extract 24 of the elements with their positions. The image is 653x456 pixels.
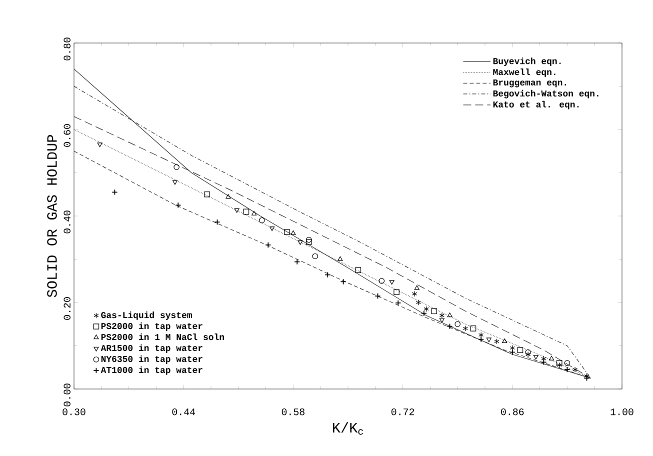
y-axis-title: SOLID OR GAS HOLDUP: [47, 135, 57, 298]
legend-label: AR1500 in tap water: [100, 344, 202, 353]
legend-label: AT1000 in tap water: [100, 366, 202, 375]
legend-label: Bruggeman eqn.: [493, 80, 566, 88]
legend-label: Gas-Liquid system: [101, 312, 192, 320]
x-tick-label: 0.72: [391, 408, 414, 416]
y-tick-label: 0.80: [64, 38, 70, 60]
legend-label: Buyevich eqn.: [493, 58, 561, 66]
y-tick-label: 0.40: [64, 210, 70, 234]
y-tick-label: 0.60: [64, 124, 70, 147]
x-tick-label: 0.86: [501, 408, 524, 416]
x-axis-title: K/K$_{c}$: [332, 422, 363, 435]
legend-label: PS2000 in tap water: [101, 322, 202, 331]
x-tick-label: 0.44: [172, 408, 196, 416]
x-tick-label: 0.58: [282, 408, 305, 416]
legend-label: PS2000 in 1 M NaCl soln: [101, 334, 224, 340]
legend-label: Kato et al. eqn.: [493, 100, 579, 110]
legend-label: Begovich-Watson eqn.: [493, 90, 598, 98]
x-tick-label: 1.00: [610, 408, 634, 416]
x-tick-label: 0.30: [62, 408, 86, 416]
y-tick-label: 0.00: [64, 384, 70, 406]
y-tick-label: 0.20: [64, 297, 70, 320]
legend-label: NY6350 in tap water: [101, 355, 202, 364]
legend-label: Maxwell eqn.: [493, 68, 556, 77]
